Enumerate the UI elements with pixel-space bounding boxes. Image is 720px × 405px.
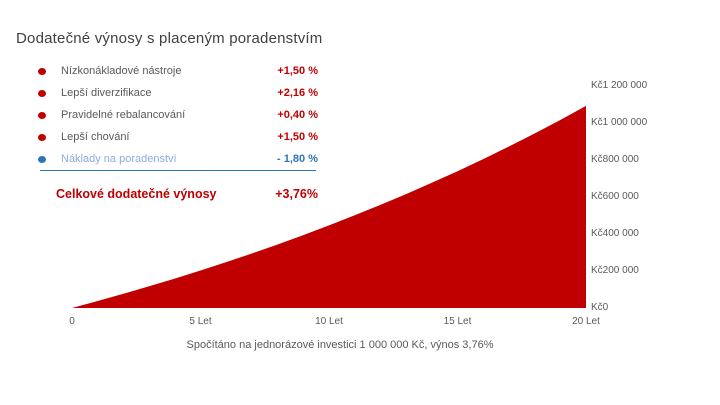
gain-bullet-icon [38, 133, 46, 141]
legend-item: Lepší chování +1,50 % [38, 126, 318, 148]
legend-item: Lepší diverzifikace +2,16 % [38, 82, 318, 104]
legend-item-label: Nízkonákladové nástroje [61, 65, 182, 77]
legend-item-value: +2,16 % [277, 87, 318, 99]
legend-item-value: - 1,80 % [277, 153, 318, 165]
returns-area [72, 105, 586, 309]
y-tick-label: Kč0 [591, 302, 609, 313]
legend-item-value: +1,50 % [277, 65, 318, 77]
total-label: Celkové dodatečné výnosy [56, 187, 217, 201]
legend-item-value: +0,40 % [277, 109, 318, 121]
y-tick-label: Kč1 000 000 [591, 117, 648, 128]
gain-bullet-icon [38, 111, 46, 119]
y-tick-label: Kč200 000 [591, 265, 639, 276]
y-tick-label: Kč400 000 [591, 228, 639, 239]
cost-separator-line [40, 170, 316, 171]
legend-item-label: Náklady na poradenství [61, 153, 177, 165]
legend-item: Pravidelné rebalancování +0,40 % [38, 104, 318, 126]
legend-item: Náklady na poradenství - 1,80 % [38, 148, 318, 170]
y-tick-label: Kč600 000 [591, 191, 639, 202]
total-value: +3,76% [275, 187, 318, 201]
legend-item-label: Lepší chování [61, 131, 130, 143]
page-title: Dodatečné výnosy s placeným poradenstvím [16, 30, 323, 47]
gain-bullet-icon [38, 89, 46, 97]
total-row: Celkové dodatečné výnosy +3,76% [56, 187, 318, 201]
legend-item-value: +1,50 % [277, 131, 318, 143]
x-tick-label: 15 Let [443, 316, 472, 327]
legend-item-label: Lepší diverzifikace [61, 87, 152, 99]
cost-bullet-icon [38, 155, 46, 163]
x-tick-label: 10 Let [315, 316, 343, 327]
legend-item: Nízkonákladové nástroje +1,50 % [38, 60, 318, 82]
legend: Nízkonákladové nástroje +1,50 % Lepší dive… [38, 60, 318, 170]
y-tick-label: Kč800 000 [591, 154, 639, 165]
legend-items: Nízkonákladové nástroje +1,50 % Lepší dive… [38, 60, 318, 170]
y-tick-label: Kč1 200 000 [591, 80, 648, 91]
x-tick-label: 20 Let [572, 316, 600, 327]
legend-item-label: Pravidelné rebalancování [61, 109, 186, 121]
x-tick-label: 5 Let [189, 316, 212, 327]
gain-bullet-icon [38, 67, 46, 75]
x-tick-label: 0 [69, 316, 75, 327]
footnote: Spočítáno na jednorázové investici 1 000… [186, 339, 494, 351]
